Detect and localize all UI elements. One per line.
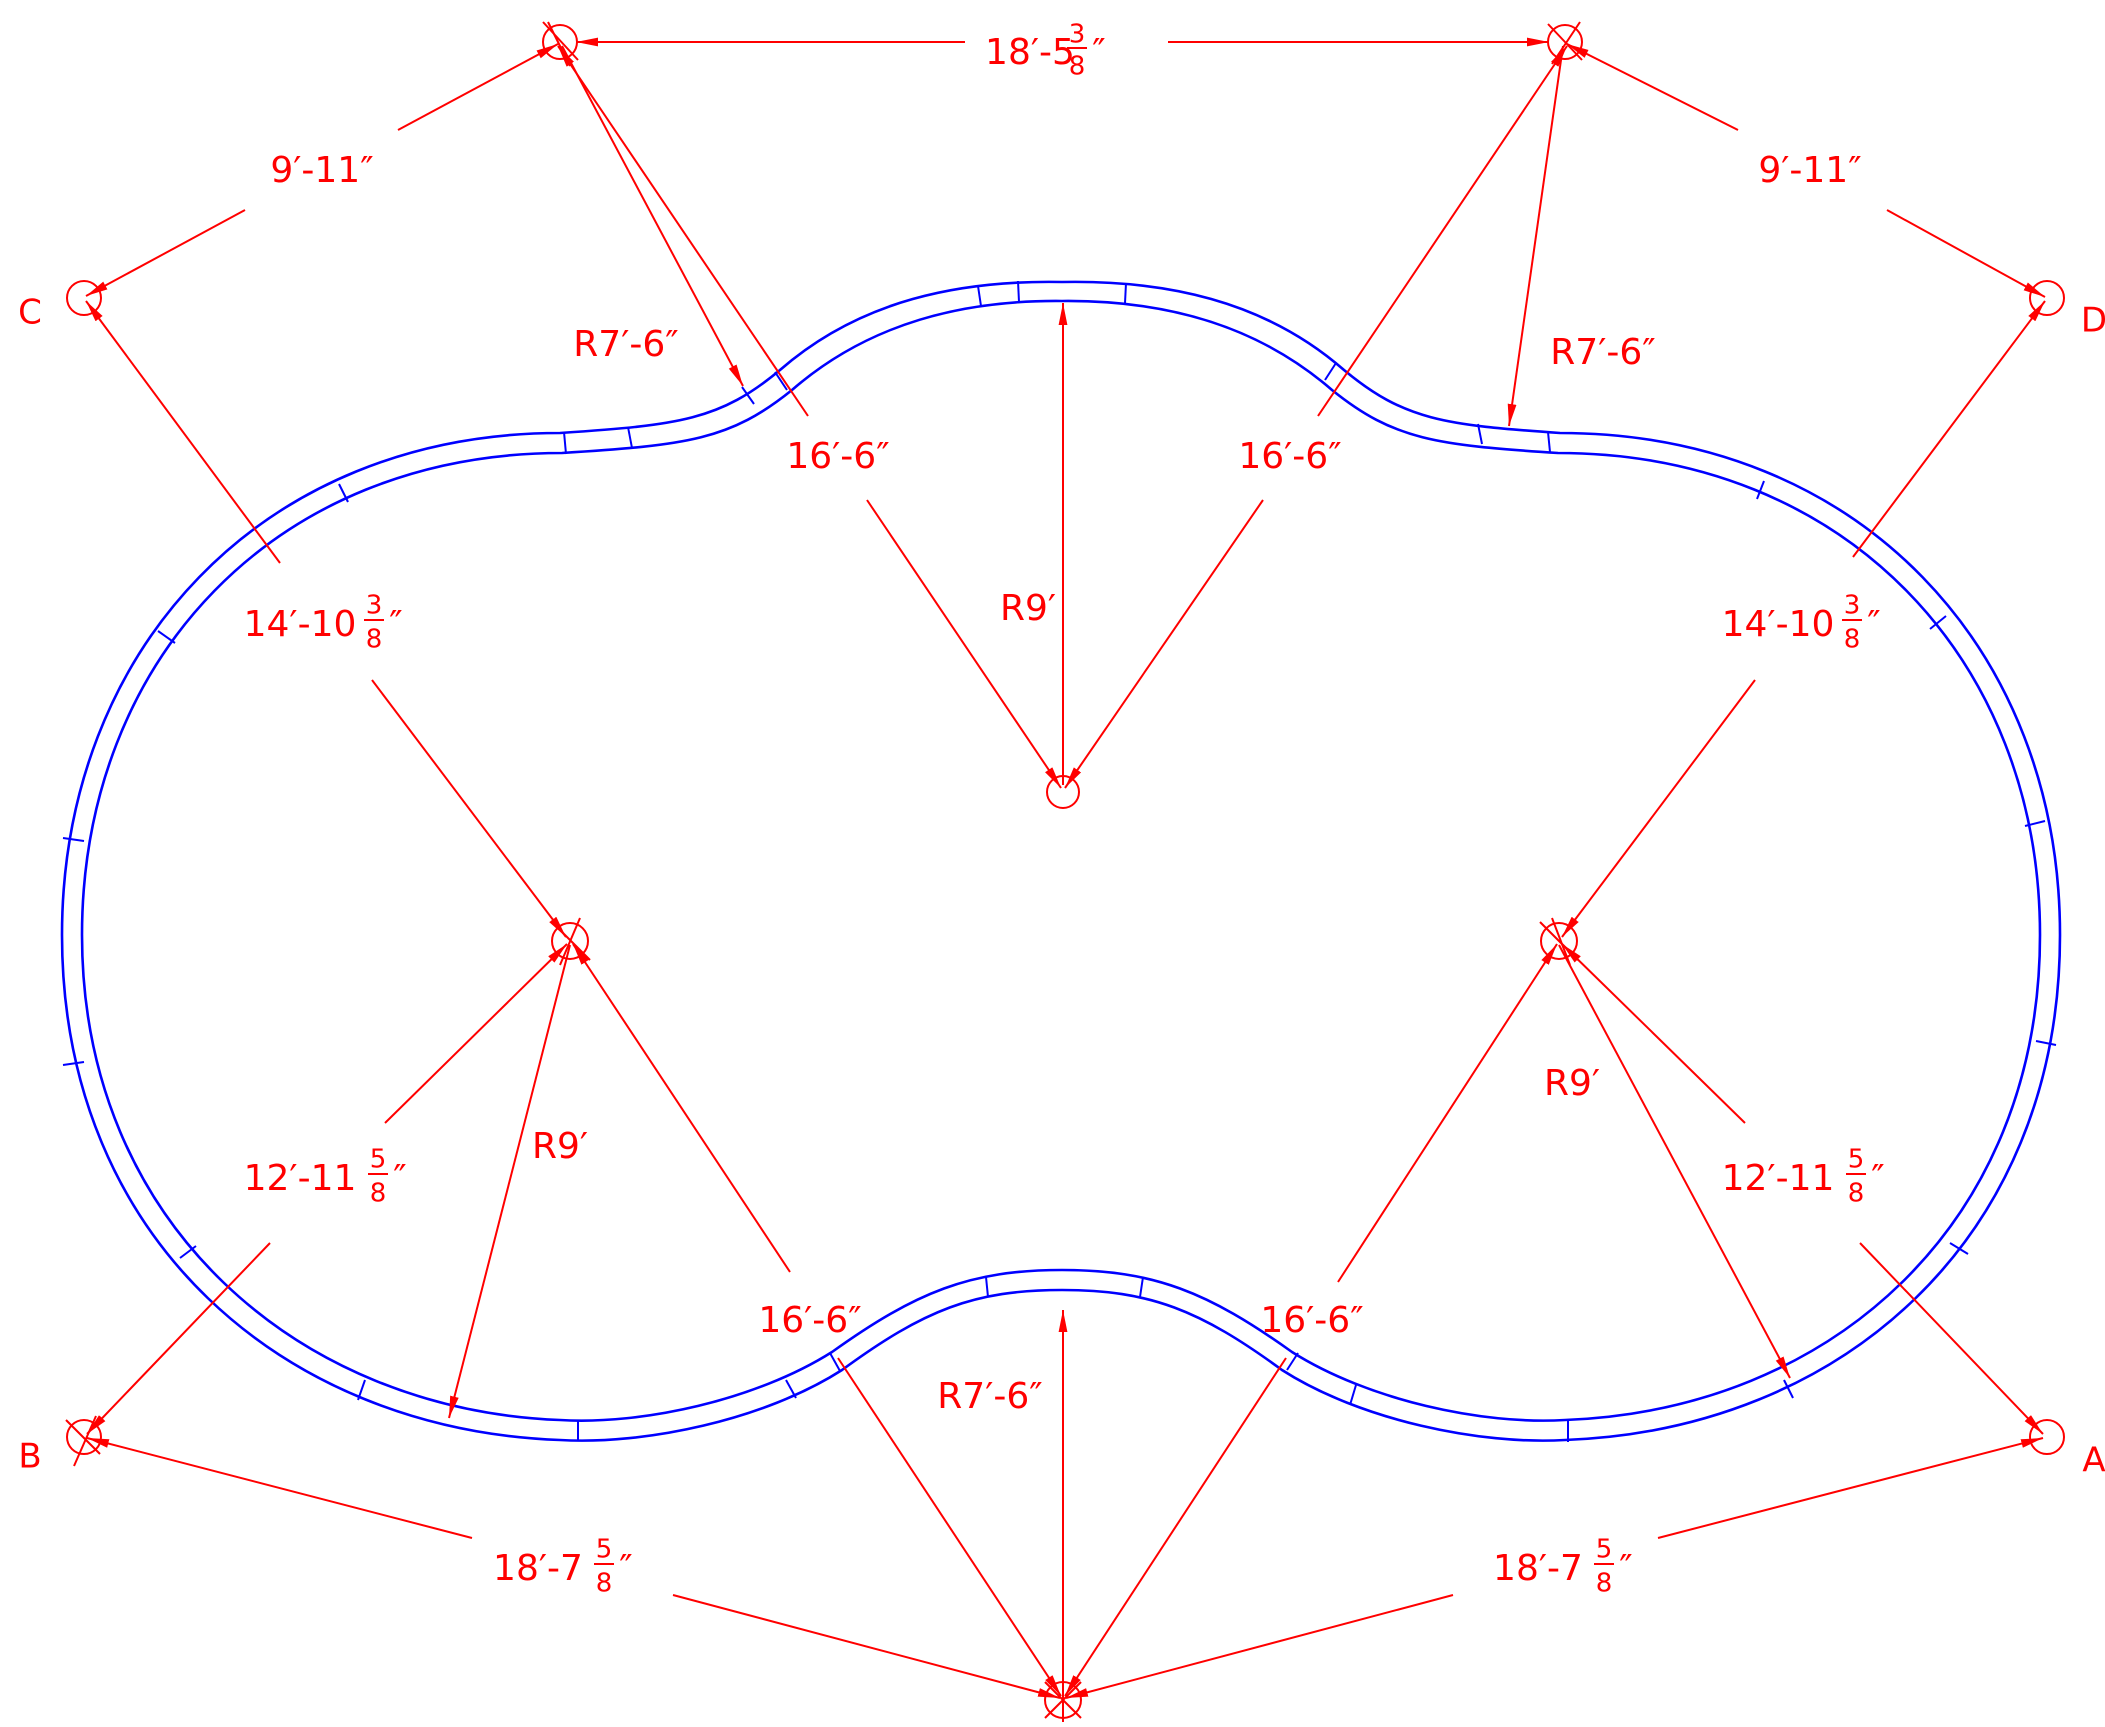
dim-center-top-radius: R9′ [1000,588,1056,629]
track-joint [1783,1379,1794,1399]
point-d-marker [2029,280,2065,316]
center-mark-top-left [542,21,579,67]
point-a-marker [2029,1419,2065,1455]
dim-left-upper-radius: R7′-6″ [573,324,678,365]
track-joint [1547,431,1551,453]
track-joint [1949,1242,1969,1255]
point-label-a: A [2082,1441,2105,1481]
dim-top-chord-right: 16′-6″ [1238,436,1341,477]
track-joint [338,483,349,503]
track-joint [62,1061,85,1066]
track-joint [829,1352,841,1372]
inner-rail [80,299,2042,1422]
track-joint [179,1245,197,1259]
track-joint [157,630,176,644]
svg-text:8: 8 [1596,1569,1613,1599]
track-joint [62,837,85,842]
svg-text:14′-10: 14′-10 [1722,604,1835,645]
dim-left-diagonal: 14′-10 3 8 ″ [244,591,403,655]
svg-text:3: 3 [1069,20,1086,50]
dim-bottom-right-span: 18′-7 5 8 ″ [1493,1535,1633,1599]
track-joint [1017,280,1020,303]
track-joint [357,1379,366,1401]
point-label-b: B [18,1437,41,1477]
track-joint [785,1379,797,1399]
svg-text:8: 8 [366,625,383,655]
dim-right-lower-diagonal: 12′-11 5 8 ″ [1722,1145,1885,1209]
dim-right-lower-radius: R9′ [1544,1063,1600,1104]
center-mark-right [1539,917,1579,966]
svg-text:3: 3 [1844,591,1861,621]
track-joint [985,1276,989,1298]
dim-right-upper-radius: R7′-6″ [1550,332,1655,373]
track-joint [774,371,788,391]
dim-top-right-offset: 9′-11″ [1758,150,1861,191]
svg-text:14′-10: 14′-10 [244,604,357,645]
track-joint [1929,615,1947,630]
center-mark-top-right [1547,21,1583,65]
dim-top-chord-left: 16′-6″ [786,436,889,477]
dim-bottom-chord-right: 16′-6″ [1260,1300,1363,1341]
svg-text:5: 5 [1596,1535,1613,1565]
track-joint [1286,1352,1299,1371]
dim-left-lower-diagonal: 12′-11 5 8 ″ [244,1145,407,1209]
svg-text:18′-5: 18′-5 [985,32,1075,73]
center-markers [65,21,2065,1722]
svg-text:″: ″ [1871,1158,1884,1199]
track-joint [1139,1276,1144,1298]
track-joint [1756,480,1765,500]
point-label-c: C [18,293,42,333]
svg-text:8: 8 [596,1569,613,1599]
svg-text:5: 5 [1848,1145,1865,1175]
outer-rail [60,280,2062,1442]
svg-text:12′-11: 12′-11 [244,1158,357,1199]
dim-center-bottom-radius: R7′-6″ [937,1376,1042,1417]
dim-top-span: 18′-5 3 8 ″ [985,20,1106,82]
track-joint [1124,282,1127,304]
svg-text:8: 8 [1069,52,1086,82]
track-joint [741,386,755,405]
svg-text:3: 3 [366,591,383,621]
track-joint [627,426,633,449]
svg-text:8: 8 [1848,1179,1865,1209]
track-joint [563,431,567,455]
dim-right-diagonal: 14′-10 3 8 ″ [1722,591,1881,655]
svg-text:″: ″ [1867,604,1880,645]
svg-text:″: ″ [1092,32,1105,73]
svg-text:18′-7: 18′-7 [493,1548,583,1589]
point-c-marker [66,280,102,316]
svg-text:8: 8 [370,1179,387,1209]
svg-text:5: 5 [596,1535,613,1565]
dim-left-lower-radius: R9′ [532,1126,588,1167]
svg-text:18′-7: 18′-7 [1493,1548,1583,1589]
dim-top-left-offset: 9′-11″ [270,150,373,191]
dim-bottom-left-span: 18′-7 5 8 ″ [493,1535,633,1599]
svg-text:″: ″ [389,604,402,645]
track-joint [1349,1384,1357,1406]
point-labels: C D B A [18,293,2105,1481]
track-joint [977,285,982,307]
dimension-labels: 18′-5 3 8 ″ 9′-11″ 9′-11″ R7′-6″ R7′-6″ … [244,20,1885,1599]
dimension-lines [85,37,2046,1699]
track-joint [2035,1040,2057,1046]
dim-bottom-chord-left: 16′-6″ [758,1300,861,1341]
svg-text:8: 8 [1844,625,1861,655]
track-outline [60,280,2062,1442]
svg-text:5: 5 [370,1145,387,1175]
svg-text:″: ″ [393,1158,406,1199]
track-joint [1324,362,1337,381]
track-joint [2024,820,2046,827]
track-joint [1477,423,1483,445]
svg-text:12′-11: 12′-11 [1722,1158,1835,1199]
point-label-d: D [2081,301,2105,341]
svg-text:″: ″ [619,1548,632,1589]
svg-text:″: ″ [1619,1548,1632,1589]
